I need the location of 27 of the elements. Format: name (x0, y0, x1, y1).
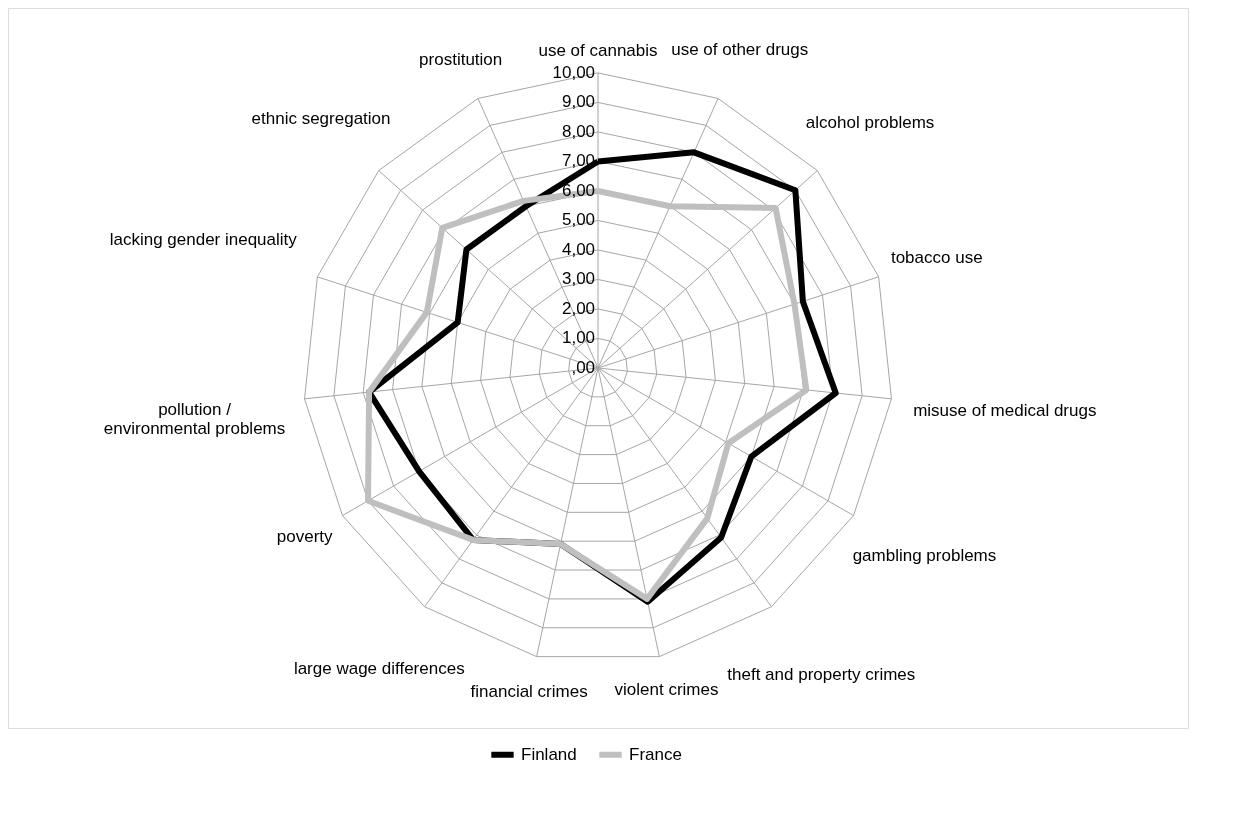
spoke-label: poverty (276, 527, 334, 547)
legend-label: Finland (521, 744, 577, 764)
spoke-label: misuse of medical drugs (913, 400, 1097, 420)
y-tick-label: 8,00 (561, 121, 596, 141)
spoke-label: lacking gender inequality (109, 229, 298, 249)
spoke-label: large wage differences (293, 659, 465, 679)
spoke-label: violent crimes (614, 680, 719, 700)
spoke-label: tobacco use (890, 247, 983, 267)
y-tick-label: 6,00 (561, 180, 596, 200)
spoke-label: alcohol problems (805, 113, 935, 133)
y-tick-label: 5,00 (561, 210, 596, 230)
y-tick-label: 2,00 (561, 298, 596, 318)
legend-label: France (629, 744, 682, 764)
y-tick-label: 1,00 (561, 328, 596, 348)
y-tick-label: 4,00 (561, 239, 596, 259)
spoke-label: theft and property crimes (727, 665, 916, 685)
y-tick-label: 3,00 (561, 269, 596, 289)
spoke-label: financial crimes (470, 682, 588, 702)
spoke-label: pollution / environmental problems (103, 400, 286, 439)
y-tick-label: 10,00 (552, 62, 596, 82)
spoke-label: prostitution (419, 49, 503, 69)
spoke-label: use of cannabis (538, 41, 658, 61)
y-tick-label: 9,00 (561, 92, 596, 112)
spoke-label: use of other drugs (671, 39, 809, 59)
spoke-label: ethnic segregation (251, 108, 391, 128)
spoke-label: gambling problems (852, 546, 997, 566)
y-tick-label: ,00 (571, 358, 596, 377)
